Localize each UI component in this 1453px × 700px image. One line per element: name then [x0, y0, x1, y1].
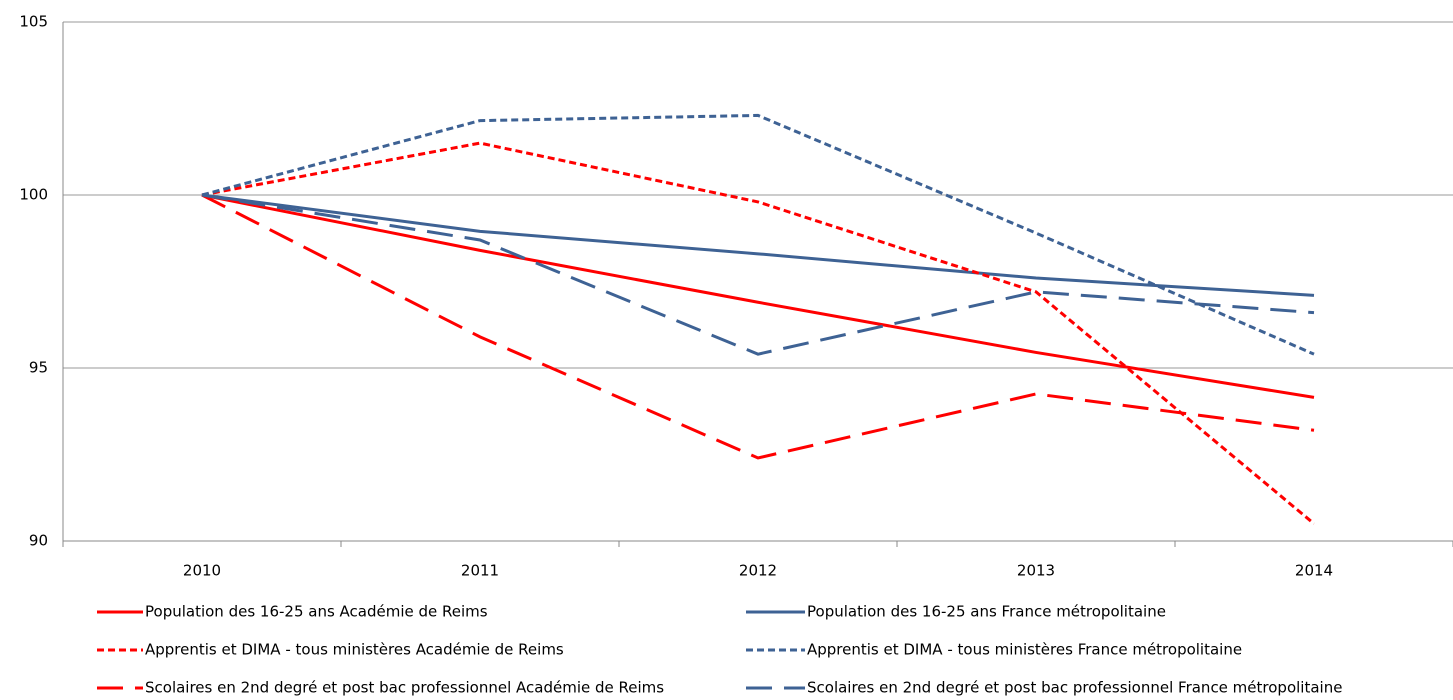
legend-label: Scolaires en 2nd degré et post bac profe… [145, 679, 664, 697]
legend-label: Scolaires en 2nd degré et post bac profe… [807, 679, 1342, 697]
x-tick-label: 2014 [1295, 562, 1333, 580]
line-series [201, 193, 1315, 297]
y-tick-label: 90 [29, 532, 48, 550]
legend-label: Apprentis et DIMA - tous ministères Acad… [145, 641, 564, 659]
x-tick-label: 2010 [183, 562, 221, 580]
y-tick-label: 95 [29, 359, 48, 377]
line-series [201, 193, 1315, 399]
line-series [201, 193, 1315, 356]
legend-label: Population des 16-25 ans France métropol… [807, 603, 1166, 621]
x-tick-label: 2012 [739, 562, 777, 580]
line-series [201, 113, 1315, 356]
x-tick-label: 2011 [461, 562, 499, 580]
y-tick-label: 105 [19, 13, 48, 31]
y-tick-label: 100 [19, 186, 48, 204]
line-series [201, 141, 1315, 525]
legend-label: Apprentis et DIMA - tous ministères Fran… [807, 641, 1242, 659]
legend-label: Population des 16-25 ans Académie de Rei… [145, 603, 488, 621]
x-tick-label: 2013 [1017, 562, 1055, 580]
line-series [201, 193, 1315, 460]
